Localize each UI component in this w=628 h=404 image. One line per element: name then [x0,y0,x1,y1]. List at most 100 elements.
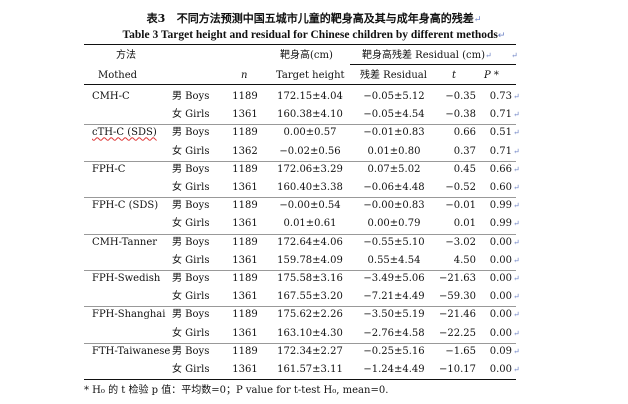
residual-cell: −2.76±4.58 [363,327,425,339]
paragraph-mark-icon: ↵ [513,110,520,120]
sex-cell: 女 Girls [172,218,210,230]
n-cell: 1361 [232,364,258,375]
p-cell: 0.00 [489,254,512,266]
t-cell: −10.17 [438,364,476,375]
paragraph-mark-icon: ↵ [511,51,518,60]
table-row: 女 Girls 1361 167.55±3.20 −7.21±4.49 −59.30 0.… [84,290,520,312]
header-target-zh: 靶身高(cm) [280,50,333,61]
method-cell: CMH-C [92,91,130,102]
target-height-cell: 159.78±4.09 [277,254,343,266]
residual-cell: −0.06±4.48 [363,182,425,193]
t-cell: −22.25 [438,327,476,339]
p-cell: 0.00 [489,364,512,375]
p-cell: 0.99 [489,218,512,230]
t-cell: −59.30 [438,291,476,303]
target-height-cell: 175.58±3.16 [277,273,343,284]
p-cell: 0.73 [489,91,512,102]
t-cell: −0.01 [445,200,476,212]
group-separator-rule [84,342,516,344]
residual-cell: 0.01±0.80 [367,145,421,157]
n-cell: 1189 [232,345,258,357]
target-height-cell: 163.10±4.30 [277,327,343,339]
n-cell: 1189 [232,236,258,248]
method-cell: FPH-C [92,163,126,175]
table-row: FPH-C (SDS) 男 Boys 1189 −0.00±0.54 −0.00±0.8… [84,199,520,221]
header-p: P * [484,70,499,81]
table-row: FPH-C 男 Boys 1189 172.06±3.29 0.07±5.02 0.45 0… [84,163,520,185]
t-cell: 4.50 [453,254,476,266]
target-height-cell: 167.55±3.20 [277,291,343,303]
residual-cell: −0.25±5.16 [363,345,425,357]
residual-cell: −0.55±5.10 [363,236,425,248]
n-cell: 1362 [232,145,258,157]
n-cell: 1361 [232,254,258,266]
table-row: 女 Girls 1361 0.01±0.61 0.00±0.79 0.01 0.99 ↵ [84,217,520,239]
target-height-cell: −0.00±0.54 [279,200,341,212]
paragraph-mark-icon: ↵ [513,92,520,101]
sex-cell: 男 Boys [172,91,210,102]
table-row: 女 Girls 1361 163.10±4.30 −2.76±4.58 −22.25 0.… [84,327,520,349]
target-height-cell: 160.40±3.38 [277,182,343,193]
residual-cell: 0.00±0.79 [367,218,421,230]
n-cell: 1361 [232,218,258,230]
header-target-en: Target height [276,70,345,81]
header-bottom-rule [84,84,516,85]
t-cell: 0.66 [453,127,476,139]
sex-cell: 女 Girls [172,254,210,266]
table-top-rule [84,44,516,45]
method-cell: FPH-Swedish [92,273,161,284]
table-bottom-rule [84,379,516,380]
p-cell: 0.99 [489,200,512,212]
table-row: 女 Girls 1361 161.57±3.11 −1.24±4.49 −10.17 0.… [84,363,520,385]
n-cell: 1189 [232,273,258,284]
p-cell: 0.00 [489,327,512,339]
target-height-cell: 0.01±0.61 [283,218,337,230]
paragraph-mark-icon: ↵ [513,292,520,302]
t-cell: −0.38 [445,109,476,121]
table-title-en: Table 3 Target height and residual for C… [0,29,628,41]
residual-cell: −0.05±4.54 [363,109,425,121]
p-cell: 0.00 [489,273,512,284]
table-row: CMH-Tanner 男 Boys 1189 172.64±4.06 −0.55±5.1… [84,236,520,258]
sex-cell: 男 Boys [172,163,210,175]
method-cell: CMH-Tanner [92,236,158,248]
paragraph-mark-icon: ↵ [473,15,482,25]
target-height-cell: 172.64±4.06 [277,236,343,248]
paragraph-mark-icon: ↵ [513,274,520,283]
table-row: CMH-C 男 Boys 1189 172.15±4.04 −0.05±5.12 −0.3… [84,90,520,112]
paragraph-mark-icon: ↵ [513,346,520,356]
n-cell: 1189 [232,163,258,175]
paragraph-mark-icon: ↵ [513,255,520,265]
residual-cell: −0.05±5.12 [363,91,425,102]
n-cell: 1361 [232,182,258,193]
group-separator-rule [84,160,516,162]
table-row: FTH-Taiwanese 男 Boys 1189 172.34±2.27 −0.25±… [84,345,520,367]
paragraph-mark-icon: ↵ [497,30,506,40]
sex-cell: 女 Girls [172,364,210,375]
sex-cell: 男 Boys [172,273,210,284]
header-n: n [241,70,248,81]
group-separator-rule [84,197,516,199]
n-cell: 1361 [232,327,258,339]
header-method-en: Mothed [98,70,138,81]
table-row: FPH-Shanghai 男 Boys 1189 175.62±2.26 −3.50±5… [84,308,520,330]
t-cell: 0.45 [453,163,476,175]
paragraph-mark-icon: ↵ [513,365,520,374]
p-cell: 0.51 [489,127,512,139]
method-cell: FTH-Taiwanese [92,345,171,357]
table-label-zh: 表3 [146,12,166,25]
sex-cell: 女 Girls [172,109,210,121]
paragraph-mark-icon: ↵ [513,128,520,138]
p-cell: 0.60 [489,182,512,193]
n-cell: 1189 [232,200,258,212]
target-height-cell: −0.02±0.56 [279,145,341,157]
header-t: t [452,70,457,81]
t-cell: 0.01 [453,218,476,230]
paragraph-mark-icon: ↵ [513,219,520,229]
t-cell: −3.02 [445,236,476,248]
residual-cell: −1.24±4.49 [363,364,425,375]
group-separator-rule [84,270,516,271]
paragraph-mark-icon: ↵ [513,183,520,192]
paragraph-mark-icon: ↵ [485,51,492,60]
